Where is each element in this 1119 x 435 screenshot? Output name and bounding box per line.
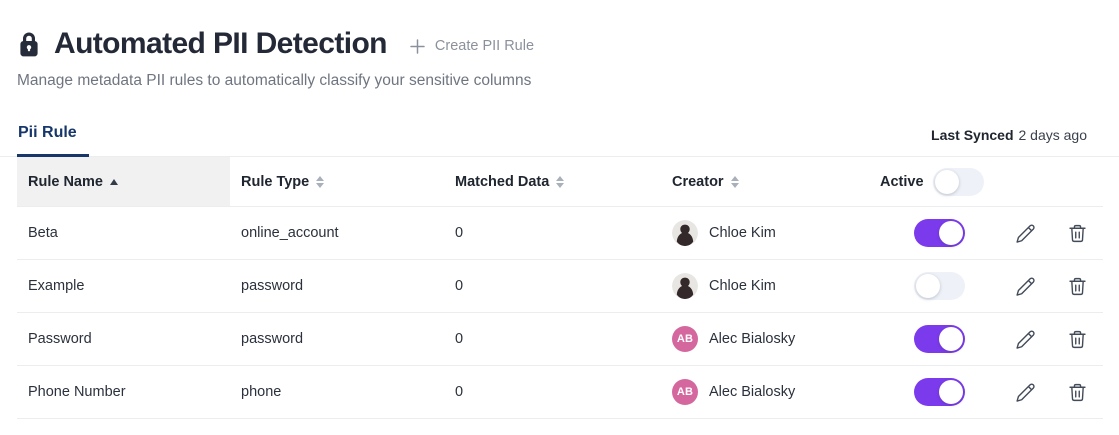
creator-name: Alec Bialosky bbox=[709, 384, 796, 400]
last-synced: Last Synced 2 days ago bbox=[931, 127, 1087, 156]
rule-type-cell: phone bbox=[241, 384, 282, 400]
creator-cell: Chloe Kim bbox=[661, 273, 869, 299]
avatar-photo bbox=[672, 273, 698, 299]
creator-cell: Chloe Kim bbox=[661, 220, 869, 246]
lock-icon bbox=[17, 31, 41, 58]
avatar-photo bbox=[672, 220, 698, 246]
creator-name: Alec Bialosky bbox=[709, 331, 796, 347]
rule-name-cell: Beta bbox=[28, 225, 58, 241]
rule-type-cell: password bbox=[241, 331, 304, 347]
active-cell bbox=[869, 219, 999, 247]
creator-name: Chloe Kim bbox=[709, 225, 776, 241]
table-row: Example password 0 Chloe Kim bbox=[17, 260, 1103, 313]
delete-rule-button[interactable] bbox=[1051, 329, 1103, 350]
column-header-creator[interactable]: Creator bbox=[661, 157, 869, 206]
active-toggle[interactable] bbox=[914, 378, 965, 406]
active-cell bbox=[869, 378, 999, 406]
table-row: Beta online_account 0 Chloe Kim bbox=[17, 207, 1103, 260]
column-header-rule-type[interactable]: Rule Type bbox=[230, 157, 444, 206]
delete-rule-button[interactable] bbox=[1051, 276, 1103, 297]
table-header-row: Rule Name Rule Type Matched Data Creator… bbox=[17, 157, 1103, 207]
table-row: Phone Number phone 0 AB Alec Bialosky bbox=[17, 366, 1103, 419]
column-header-rule-name[interactable]: Rule Name bbox=[17, 157, 230, 206]
table-row: Password password 0 AB Alec Bialosky bbox=[17, 313, 1103, 366]
edit-rule-button[interactable] bbox=[999, 329, 1051, 350]
active-toggle[interactable] bbox=[914, 272, 965, 300]
pii-rules-table: Rule Name Rule Type Matched Data Creator… bbox=[17, 157, 1103, 419]
edit-rule-button[interactable] bbox=[999, 223, 1051, 244]
edit-rule-button[interactable] bbox=[999, 276, 1051, 297]
plus-icon bbox=[410, 38, 425, 54]
rule-name-cell: Phone Number bbox=[28, 384, 126, 400]
active-toggle[interactable] bbox=[914, 325, 965, 353]
creator-name: Chloe Kim bbox=[709, 278, 776, 294]
creator-cell: AB Alec Bialosky bbox=[661, 326, 869, 352]
rule-name-cell: Password bbox=[28, 331, 92, 347]
avatar-initials: AB bbox=[672, 379, 698, 405]
page-subtitle: Manage metadata PII rules to automatical… bbox=[17, 72, 532, 89]
active-cell bbox=[869, 272, 999, 300]
create-pii-rule-label: Create PII Rule bbox=[434, 38, 535, 54]
matched-data-cell: 0 bbox=[455, 331, 464, 347]
sort-icon bbox=[316, 175, 325, 188]
column-header-active: Active bbox=[869, 157, 999, 206]
delete-rule-button[interactable] bbox=[1051, 382, 1103, 403]
active-cell bbox=[869, 325, 999, 353]
create-pii-rule-button[interactable]: Create PII Rule bbox=[410, 38, 534, 54]
matched-data-cell: 0 bbox=[455, 278, 464, 294]
matched-data-cell: 0 bbox=[455, 225, 464, 241]
sort-icon bbox=[730, 175, 739, 188]
avatar-initials: AB bbox=[672, 326, 698, 352]
creator-cell: AB Alec Bialosky bbox=[661, 379, 869, 405]
table-body: Beta online_account 0 Chloe Kim bbox=[17, 207, 1103, 419]
active-toggle[interactable] bbox=[914, 219, 965, 247]
sort-asc-icon bbox=[109, 178, 118, 185]
tab-pii-rule[interactable]: Pii Rule bbox=[17, 124, 89, 157]
pii-detection-page: Automated PII Detection Create PII Rule … bbox=[0, 27, 1119, 419]
sort-icon bbox=[556, 175, 565, 188]
delete-rule-button[interactable] bbox=[1051, 223, 1103, 244]
page-header: Automated PII Detection Create PII Rule bbox=[17, 27, 1102, 61]
page-title: Automated PII Detection bbox=[54, 27, 388, 60]
rule-name-cell: Example bbox=[28, 278, 85, 294]
tab-bar: Pii Rule Last Synced 2 days ago bbox=[0, 124, 1119, 157]
rule-type-cell: password bbox=[241, 278, 304, 294]
last-synced-value: 2 days ago bbox=[1018, 127, 1088, 143]
column-header-matched-data[interactable]: Matched Data bbox=[444, 157, 661, 206]
edit-rule-button[interactable] bbox=[999, 382, 1051, 403]
rule-type-cell: online_account bbox=[241, 225, 339, 241]
last-synced-label: Last Synced bbox=[931, 127, 1014, 143]
toggle-all-active[interactable] bbox=[932, 167, 984, 196]
matched-data-cell: 0 bbox=[455, 384, 464, 400]
